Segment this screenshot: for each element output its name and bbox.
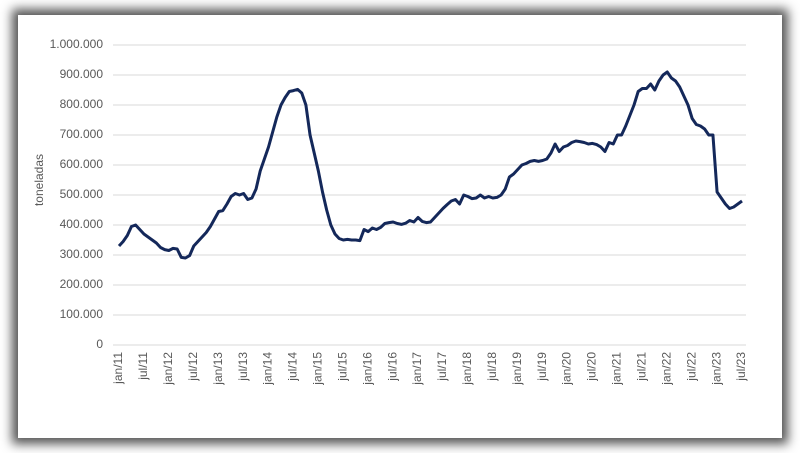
x-tick-label: jan/19 — [510, 352, 524, 386]
x-tick-label: jan/13 — [211, 352, 225, 386]
y-tick-label: 200.000 — [60, 277, 104, 291]
x-tick-label: jul/17 — [435, 352, 449, 382]
y-tick-label: 100.000 — [60, 307, 104, 321]
y-tick-label: 1.000.000 — [50, 37, 104, 51]
x-tick-label: jul/20 — [585, 352, 599, 382]
x-tick-label: jul/23 — [734, 352, 748, 382]
x-tick-label: jul/21 — [634, 352, 648, 382]
x-tick-label: jul/19 — [535, 352, 549, 382]
x-tick-label: jan/15 — [311, 352, 325, 386]
y-tick-label: 500.000 — [60, 187, 104, 201]
x-tick-label: jul/16 — [385, 352, 399, 382]
x-tick-label: jul/18 — [485, 352, 499, 382]
x-tick-label: jan/18 — [460, 352, 474, 386]
x-tick-label: jan/21 — [610, 352, 624, 386]
y-axis-label: toneladas — [32, 154, 46, 206]
y-tick-label: 0 — [96, 337, 103, 351]
x-tick-label: jan/22 — [659, 352, 673, 386]
x-tick-label: jan/20 — [560, 352, 574, 386]
y-tick-label: 600.000 — [60, 157, 104, 171]
x-tick-label: jul/12 — [186, 352, 200, 382]
x-tick-label: jul/22 — [684, 352, 698, 382]
x-tick-label: jan/17 — [410, 352, 424, 386]
x-tick-label: jul/14 — [286, 352, 300, 382]
x-tick-label: jul/11 — [136, 352, 150, 381]
x-tick-label: jan/11 — [111, 352, 125, 385]
y-tick-label: 400.000 — [60, 217, 104, 231]
y-tick-label: 900.000 — [60, 67, 104, 81]
chart-card — [18, 15, 782, 438]
x-tick-label: jul/15 — [335, 352, 349, 382]
y-tick-label: 800.000 — [60, 97, 104, 111]
x-tick-label: jan/14 — [261, 352, 275, 386]
data-line — [117, 70, 743, 260]
x-tick-label: jan/23 — [709, 352, 723, 386]
x-tick-label: jan/16 — [360, 352, 374, 386]
y-tick-label: 300.000 — [60, 247, 104, 261]
x-tick-label: jan/12 — [161, 352, 175, 386]
x-tick-label: jul/13 — [236, 352, 250, 382]
y-tick-label: 700.000 — [60, 127, 104, 141]
